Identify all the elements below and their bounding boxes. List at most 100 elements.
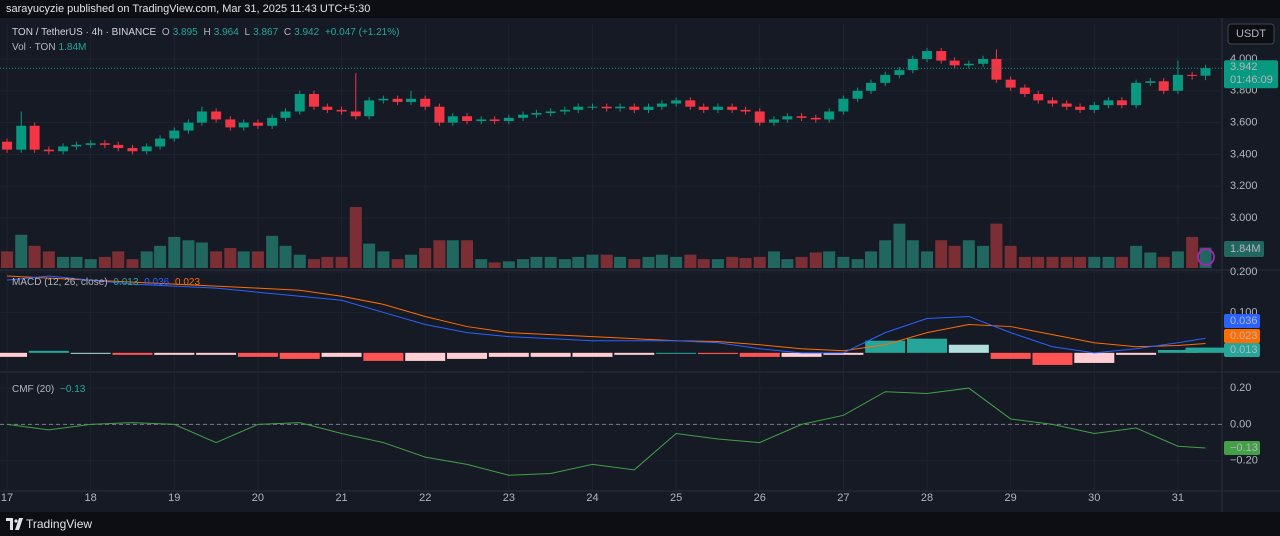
currency-box — [1227, 23, 1275, 45]
y-tick-label: 3.000 — [1230, 212, 1258, 224]
volume-bar — [377, 251, 390, 268]
candle-body — [698, 106, 709, 110]
volume-bar — [1102, 256, 1115, 268]
histogram-bar — [28, 350, 69, 353]
volume-title: Vol · TON — [12, 42, 56, 53]
histogram-bar — [656, 352, 697, 354]
volume-bar — [307, 259, 320, 268]
volume-bar — [614, 256, 627, 268]
volume-bar — [544, 256, 557, 268]
volume-bar — [15, 234, 28, 268]
publish-text: sarayucyzie published on TradingView.com… — [6, 3, 371, 15]
volume-bar — [628, 259, 641, 268]
x-tick-label: 28 — [921, 492, 933, 504]
histogram-bar — [237, 352, 278, 357]
c-label: C — [283, 27, 292, 38]
volume-bar — [279, 245, 292, 268]
volume-bar — [1157, 256, 1170, 268]
x-tick-label: 19 — [168, 492, 180, 504]
candle-body — [1103, 100, 1114, 106]
cmf-legend: CMF (20) −0.13 — [12, 384, 88, 395]
x-tick-label: 30 — [1088, 492, 1100, 504]
histogram-bar — [739, 352, 780, 357]
candle-body — [656, 103, 667, 107]
candle-body — [991, 58, 1002, 80]
volume-bar — [781, 259, 794, 268]
volume-bar — [1130, 245, 1143, 268]
volume-bar — [655, 254, 668, 268]
y-tick-label: 0.20 — [1230, 382, 1251, 394]
y-tick-label: 3.400 — [1230, 148, 1258, 160]
candle-body — [936, 51, 947, 61]
price-label: 3.942 — [1230, 61, 1258, 73]
candle-body — [85, 143, 96, 145]
volume-bar — [948, 245, 961, 268]
candle-body — [420, 98, 431, 107]
candle-body — [1019, 87, 1030, 94]
candle-body — [99, 143, 110, 145]
value-box — [1224, 343, 1260, 357]
volume-bar — [1032, 256, 1045, 268]
candle-body — [907, 58, 918, 71]
signal-value: 0.023 — [175, 277, 201, 288]
volume-bar — [670, 256, 683, 268]
logo — [6, 518, 23, 530]
volume-bar — [349, 207, 362, 268]
volume-bar — [823, 251, 836, 268]
volume-bar — [935, 240, 948, 268]
histogram-bar — [1116, 352, 1157, 355]
x-tick-label: 31 — [1172, 492, 1184, 504]
volume-bar — [697, 259, 710, 268]
value-label: 0.023 — [1230, 330, 1258, 342]
candle-body — [322, 106, 333, 110]
footer: TradingView — [0, 512, 1280, 536]
candle-body — [852, 90, 863, 99]
candle-body — [252, 122, 263, 126]
histogram-bar — [1032, 352, 1073, 365]
l-value: 3.867 — [253, 27, 279, 38]
volume-bar — [1046, 256, 1059, 268]
volume-bar — [140, 251, 153, 268]
histogram-bar — [154, 352, 195, 355]
candle-body — [573, 106, 584, 110]
volume-bar — [837, 256, 850, 268]
histogram-bar — [823, 352, 864, 355]
candle-body — [559, 109, 570, 112]
volume-bar — [335, 256, 348, 268]
candle-body — [155, 138, 166, 147]
histogram-bar — [614, 352, 655, 355]
candle-body — [113, 144, 124, 149]
x-tick-label: 21 — [335, 492, 347, 504]
candle-body — [768, 119, 779, 123]
volume-bar — [726, 256, 739, 268]
volume-bar — [795, 256, 808, 268]
candle-body — [169, 130, 180, 139]
y-tick-label: 3.600 — [1230, 117, 1258, 129]
volume-bar — [168, 236, 181, 268]
candle-body — [280, 111, 291, 118]
candle-body — [880, 74, 891, 83]
volume-bar — [711, 259, 724, 268]
value-box — [1224, 329, 1260, 343]
histogram-bar — [447, 352, 488, 359]
change: +0.047 (+1.21%) — [324, 27, 400, 38]
volume-bar — [475, 259, 488, 268]
histogram-bar — [1185, 347, 1226, 353]
x-tick-label: 18 — [85, 492, 97, 504]
candle-body — [963, 63, 974, 66]
volume-bar — [1074, 256, 1087, 268]
volume-bar — [126, 259, 139, 268]
volume-bar — [864, 251, 877, 268]
histogram-bar — [907, 338, 948, 353]
histogram-bar — [572, 352, 613, 357]
volume-bar — [1060, 256, 1073, 268]
histogram-bar — [865, 340, 906, 353]
candle-body — [1005, 79, 1016, 88]
candle-body — [1131, 82, 1142, 106]
brand: TradingView — [26, 517, 93, 531]
y-tick-label: −0.20 — [1230, 455, 1258, 467]
symbol[interactable]: TON / TetherUS · 4h · BINANCE — [12, 27, 157, 38]
x-tick-label: 17 — [1, 492, 13, 504]
x-tick-label: 25 — [670, 492, 682, 504]
h-value: 3.964 — [213, 27, 239, 38]
